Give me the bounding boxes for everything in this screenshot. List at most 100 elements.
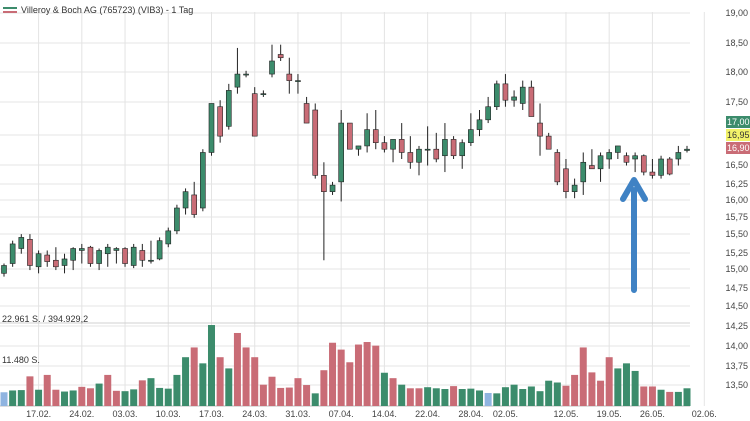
annotation-arrow [620,177,648,293]
candle-body [234,73,241,88]
x-tick-label: 24.02. [69,409,94,419]
x-tick-label: 28.04. [458,409,483,419]
volume-bar [17,390,25,406]
volume-bar [389,378,397,406]
volume-bar [432,388,440,406]
candle-body [347,122,353,150]
x-tick-label: 02.06. [692,409,717,419]
x-tick-label: 24.03. [242,409,267,419]
volume-bar [631,370,639,406]
volume-bar [225,368,233,406]
chart-title-bar: Villeroy & Boch AG (765723) (VIB3) - 1 T… [3,5,193,15]
candle-body [156,240,163,260]
volume-bar [597,380,605,406]
candle-body [217,106,223,137]
candle-body [407,152,414,163]
candle-body [597,155,604,170]
volume-bar [562,385,570,406]
candle-body [79,248,85,251]
volume-bar [216,357,224,406]
candle-body [398,139,405,153]
chart-title: Villeroy & Boch AG (765723) (VIB3) - 1 T… [21,5,194,15]
volume-bar [441,389,449,406]
volume-bar [640,386,648,406]
volume-bar [199,363,207,406]
volume-bar [458,389,466,406]
candle-body [53,259,59,268]
volume-bar [467,388,475,406]
volume-bar [95,383,103,406]
volume-bar [372,345,380,406]
price-tag-bg [726,142,750,154]
candle-body [580,161,587,183]
candle-body [329,184,336,192]
candle-body [165,230,172,245]
volume-bar [78,386,86,406]
candle-body [148,259,154,262]
volume-bar [363,342,371,406]
candle-body [571,184,578,192]
candle-body [528,86,535,117]
y-tick-label: 14,25 [725,321,748,331]
candle-body [1,265,7,274]
candle-body [70,248,76,261]
volume-bar [406,388,414,406]
volume-bar [666,391,674,406]
x-tick-label: 02.05. [493,409,518,419]
candle-body [658,158,664,176]
volume-bar [259,384,267,406]
y-tick-label: 14,00 [725,341,748,351]
candle-body [433,148,440,160]
candle-body [130,246,137,266]
candle-body [372,129,379,143]
volume-bar [164,388,172,406]
candle-body [277,54,284,59]
x-tick-label: 07.04. [329,409,354,419]
volume-bar [0,392,8,406]
candle-body [174,207,180,232]
price-tag-bg [726,129,750,141]
volume-bar [510,384,518,406]
volume-bars [0,325,691,406]
volume-bar [69,390,77,406]
candle-body [537,122,543,137]
candle-body [208,103,215,153]
y-tick-label: 18,00 [725,67,748,77]
volume-bar [398,384,406,406]
candle-body [424,148,431,151]
volume-bar [329,342,337,406]
x-tick-label: 03.03. [113,409,138,419]
candle-body [260,93,267,95]
volume-bar [61,391,69,406]
candle-body [502,83,509,101]
volume-bar [346,362,354,406]
x-tick-label: 14.04. [372,409,397,419]
volume-bar [251,357,259,406]
volume-bar [138,380,146,406]
volume-bar [545,380,553,406]
y-tick-label: 15,25 [725,248,748,258]
candle-body [87,246,94,264]
y-tick-label: 13,75 [725,361,748,371]
y-tick-label: 19,00 [725,8,748,18]
x-tick-label: 17.03. [199,409,224,419]
volume-bar [476,390,484,406]
candle-body [364,129,370,147]
volume-bar [9,390,17,406]
y-tick-label: 15,75 [725,212,748,222]
x-axis: 17.02. 24.02. 03.03. 10.03. 17.03. 24.03. 31.0… [26,409,717,419]
volume-bar [683,388,691,406]
volume-bar [354,344,362,406]
x-tick-label: 10.03. [156,409,181,419]
volume-bar [450,386,458,406]
y-tick-label: 14,75 [725,283,748,293]
candle-body [589,165,595,170]
candle-body [182,191,189,209]
candle-body [632,155,638,160]
candle-body [563,168,569,192]
volume-bar [622,363,630,406]
candle-body [191,194,198,215]
volume-bar [674,391,682,406]
volume-bar [484,392,492,406]
